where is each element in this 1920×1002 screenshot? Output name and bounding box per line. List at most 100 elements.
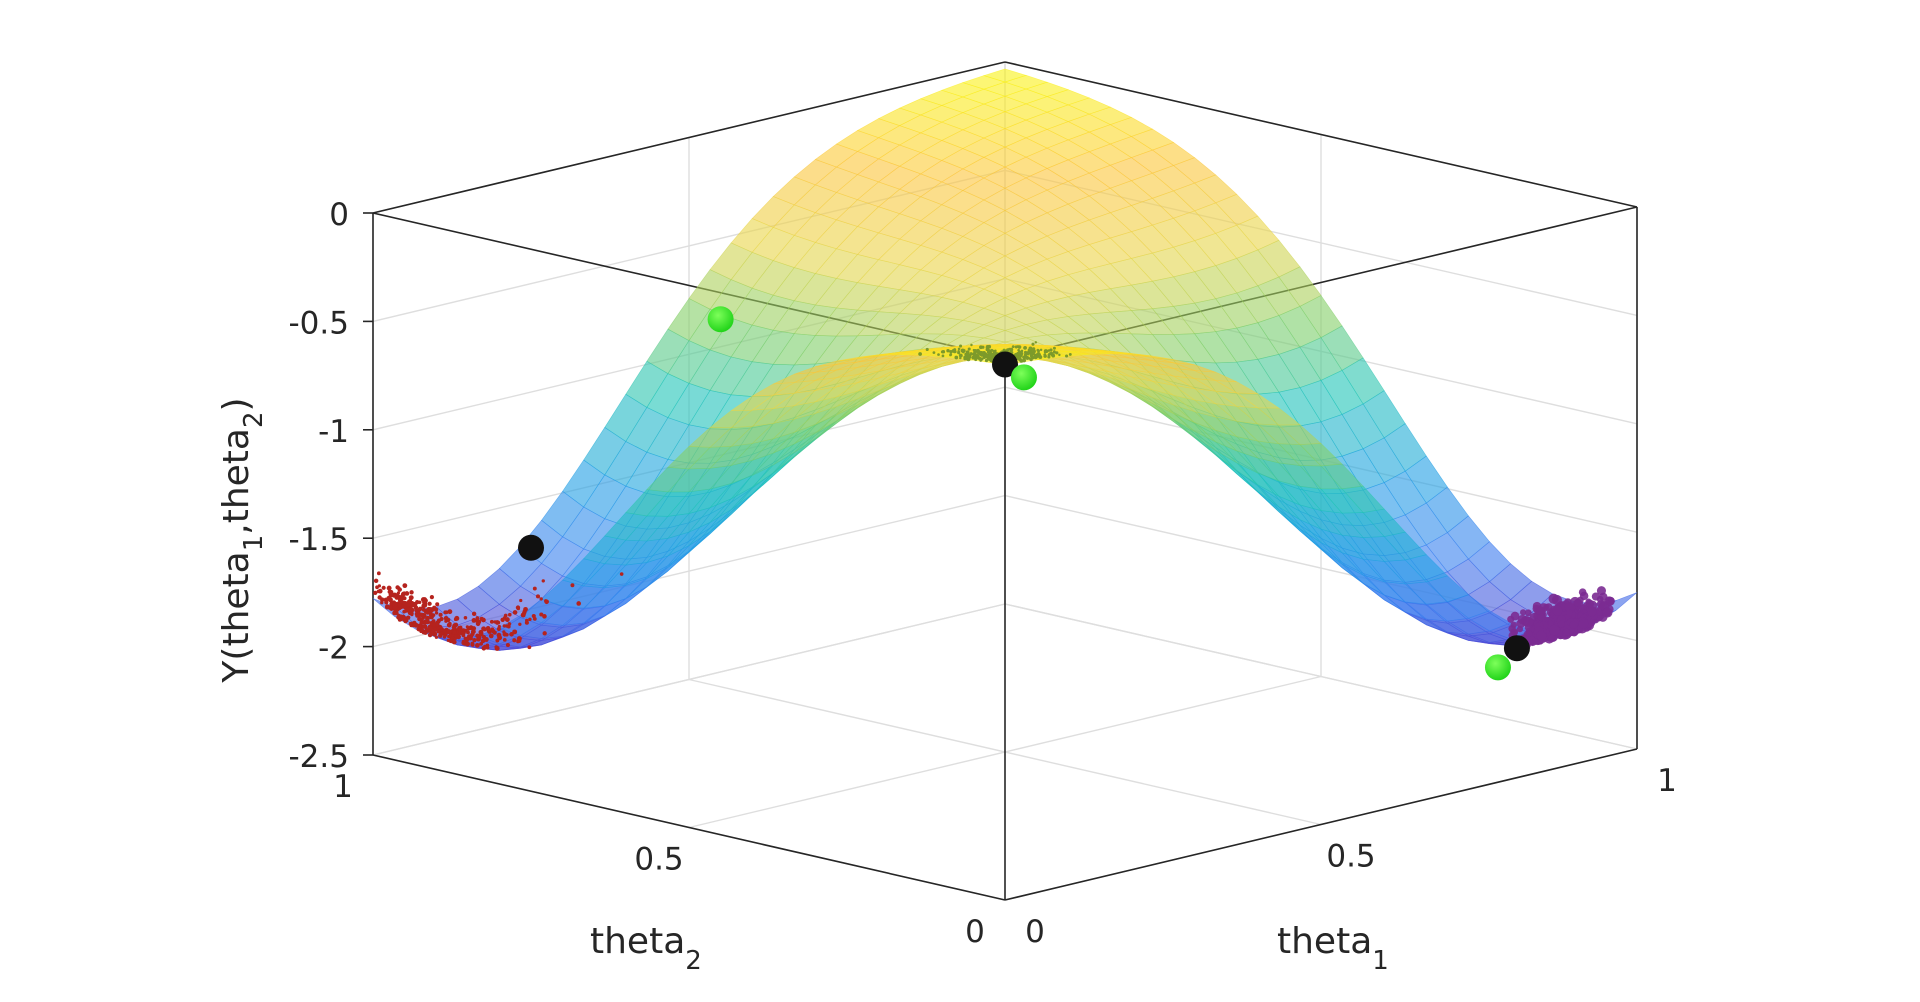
sample-point bbox=[1043, 353, 1047, 357]
sample-point bbox=[409, 590, 414, 595]
sample-point bbox=[957, 350, 960, 353]
theta1-tick-label: 0 bbox=[1025, 914, 1045, 950]
sample-point bbox=[402, 583, 408, 589]
sample-point bbox=[975, 354, 980, 359]
sample-point bbox=[535, 594, 541, 599]
sample-point bbox=[464, 628, 468, 633]
sample-point bbox=[417, 616, 422, 622]
theta2-axis-label: theta2 bbox=[590, 921, 702, 976]
sample-point bbox=[471, 618, 477, 623]
sample-point bbox=[1008, 347, 1011, 351]
sample-point bbox=[398, 617, 403, 622]
z-tick-label: 0 bbox=[329, 197, 349, 233]
sample-point bbox=[1525, 630, 1533, 637]
sample-point bbox=[461, 633, 466, 638]
sample-point bbox=[1029, 358, 1033, 362]
sample-point bbox=[976, 351, 980, 354]
sample-point bbox=[440, 631, 444, 636]
sample-point bbox=[925, 347, 929, 352]
theta2-gridline bbox=[372, 603, 1006, 756]
sample-point bbox=[503, 613, 508, 618]
sample-point bbox=[1520, 609, 1527, 616]
sample-point bbox=[446, 617, 451, 622]
sample-point bbox=[422, 624, 428, 629]
sample-point bbox=[465, 641, 470, 647]
sample-point bbox=[954, 355, 959, 360]
sample-point bbox=[414, 608, 419, 613]
black-marker bbox=[992, 351, 1018, 378]
sample-point bbox=[427, 625, 433, 631]
sample-point bbox=[570, 583, 575, 588]
tick-labels: 0 -0.5 -1 -1.5 -2 -2.5 0 0.5 1 0 0.5 1 bbox=[289, 197, 1677, 950]
sample-point bbox=[1047, 355, 1051, 359]
sample-point bbox=[415, 600, 420, 605]
sample-point bbox=[532, 586, 537, 591]
sample-point bbox=[396, 591, 401, 595]
sample-point bbox=[406, 607, 412, 613]
sample-point bbox=[1026, 352, 1030, 356]
theta1-tick-label: 0.5 bbox=[1326, 839, 1375, 875]
theta1-axis-line bbox=[1004, 748, 1638, 901]
sample-point bbox=[475, 642, 480, 648]
sample-point bbox=[433, 607, 439, 612]
sample-point bbox=[1023, 353, 1028, 357]
sample-point bbox=[542, 631, 547, 636]
sample-point bbox=[1034, 341, 1038, 344]
sample-point bbox=[981, 345, 985, 349]
green-marker bbox=[707, 306, 734, 333]
sample-point bbox=[1052, 346, 1056, 350]
sample-point bbox=[502, 631, 508, 637]
sample-point bbox=[404, 591, 410, 596]
sample-point bbox=[410, 611, 414, 616]
sample-point bbox=[470, 641, 475, 646]
sample-point bbox=[497, 624, 501, 629]
sample-point bbox=[488, 633, 494, 639]
sample-point bbox=[406, 615, 411, 620]
sample-point bbox=[528, 617, 532, 622]
sample-point bbox=[519, 598, 523, 603]
sample-point bbox=[1031, 342, 1035, 346]
sample-point bbox=[512, 638, 517, 643]
top-edge-line bbox=[372, 61, 1006, 214]
sample-point bbox=[420, 628, 424, 632]
sample-point bbox=[425, 615, 431, 621]
sample-point bbox=[450, 636, 455, 640]
sample-point bbox=[507, 612, 512, 617]
sample-point bbox=[520, 612, 526, 618]
sample-point bbox=[518, 622, 522, 626]
sample-point bbox=[1524, 609, 1532, 617]
sample-point bbox=[447, 609, 453, 615]
sample-point bbox=[386, 585, 392, 591]
sample-point bbox=[989, 358, 993, 362]
sample-point bbox=[432, 627, 438, 632]
sample-point bbox=[1043, 350, 1047, 354]
sample-point bbox=[427, 632, 433, 638]
sample-point bbox=[482, 644, 488, 650]
sample-point bbox=[1602, 607, 1613, 618]
sample-point bbox=[427, 601, 432, 606]
z-axis-label: Y(theta1,theta2) bbox=[216, 397, 269, 683]
sample-point bbox=[470, 632, 475, 637]
theta2-tick-label: 0 bbox=[965, 914, 985, 950]
sample-point bbox=[1604, 596, 1614, 606]
sample-point bbox=[949, 350, 953, 354]
sample-point bbox=[395, 585, 400, 590]
sample-point bbox=[402, 609, 407, 614]
sample-point bbox=[401, 600, 406, 605]
sample-point bbox=[1011, 345, 1015, 349]
theta2-tick-label: 0.5 bbox=[634, 842, 683, 878]
sample-point bbox=[454, 634, 458, 638]
sample-point bbox=[417, 606, 423, 612]
theta1-tick-label: 1 bbox=[1657, 763, 1677, 799]
sample-point bbox=[974, 358, 978, 362]
z-tick-label: -1 bbox=[318, 414, 349, 450]
sample-point bbox=[1573, 599, 1582, 607]
sample-point bbox=[946, 349, 950, 353]
sample-point bbox=[419, 612, 424, 618]
sample-point bbox=[954, 350, 957, 354]
sample-point bbox=[502, 637, 507, 642]
sample-point bbox=[987, 349, 991, 353]
sample-point bbox=[1557, 620, 1565, 628]
z-tick-label: -2.5 bbox=[289, 739, 350, 775]
sample-point bbox=[1017, 352, 1021, 356]
